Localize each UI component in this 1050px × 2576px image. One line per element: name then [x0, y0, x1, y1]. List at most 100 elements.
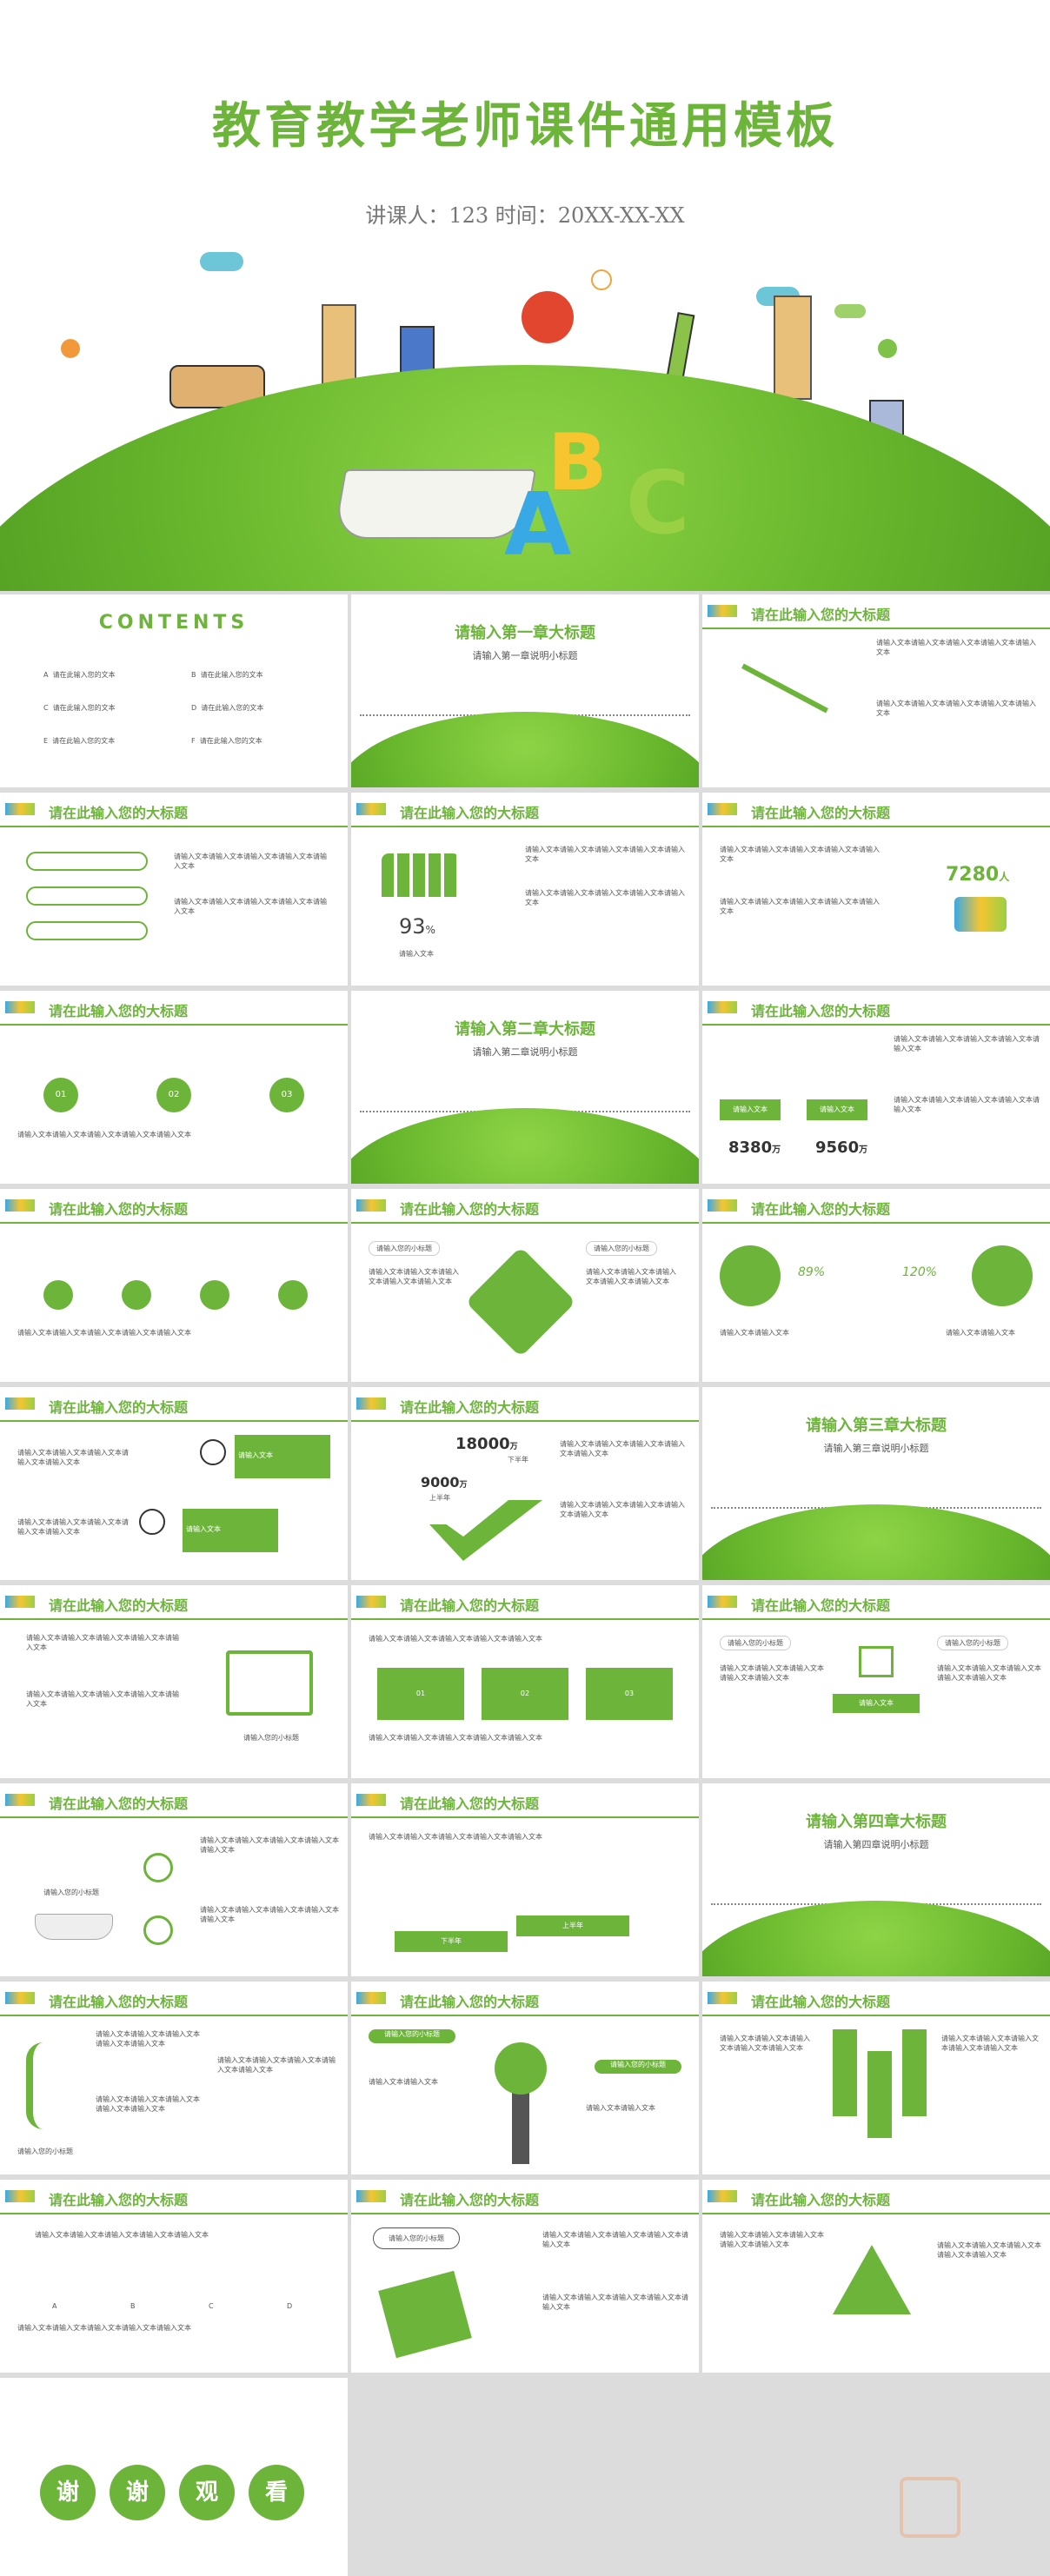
slide-6[interactable]: 请在此输入您的大标题 请输入文本请输入文本请输入文本请输入文本请输入文本 请输入… — [702, 793, 1050, 986]
abc-logo-icon — [5, 1001, 35, 1013]
text-block: 请输入文本请输入文本请输入文本请输入文本请输入文本 — [369, 1635, 542, 1643]
slide-header: 请在此输入您的大标题 — [351, 793, 699, 827]
stat-18000: 18000万 — [455, 1435, 518, 1453]
pill-box — [26, 921, 148, 940]
slide-25[interactable]: 请在此输入您的大标题 请输入文本请输入文本请输入文本请输入文本请输入文本 A B… — [0, 2180, 348, 2373]
text-block: 请输入文本请输入文本请输入文本请输入文本请输入文本 — [720, 898, 880, 915]
pill-box — [26, 852, 148, 871]
subtitle-pill: 请输入您的小标题 — [586, 1241, 657, 1256]
slide-chapter-1[interactable]: 请输入第一章大标题 请输入第一章说明小标题 — [351, 594, 699, 787]
abc-logo-icon — [708, 1596, 737, 1608]
tree-crown-icon — [495, 2042, 547, 2095]
hexagon-step: 01 — [377, 1668, 464, 1720]
sun-icon — [591, 269, 612, 290]
slide-header: 请在此输入您的大标题 — [351, 1189, 699, 1224]
abc-logo-icon — [5, 1992, 35, 2004]
slide-20[interactable]: 请在此输入您的大标题 请输入文本请输入文本请输入文本请输入文本请输入文本 下半年… — [351, 1783, 699, 1976]
grass-hill — [351, 712, 699, 787]
step-circle: 03 — [269, 1078, 304, 1112]
slide-7[interactable]: 请在此输入您的大标题 01 02 03 请输入文本请输入文本请输入文本请输入文本… — [0, 991, 348, 1184]
tag-box: 请输入文本 — [807, 1099, 867, 1120]
abc-logo-icon — [356, 1199, 386, 1212]
text-block: 请输入文本请输入文本请输入文本请输入文本请输入文本 — [894, 1096, 1040, 1113]
slide-header: 请在此输入您的大标题 — [0, 1982, 348, 2016]
slide-24[interactable]: 请在此输入您的大标题 请输入文本请输入文本请输入文本请输入文本请输入文本 请输入… — [702, 1982, 1050, 2174]
slide-chapter-4[interactable]: 请输入第四章大标题 请输入第四章说明小标题 — [702, 1783, 1050, 1976]
chapter-subtitle: 请输入第二章说明小标题 — [472, 1046, 578, 1058]
slide-header: 请在此输入您的大标题 — [702, 1189, 1050, 1224]
text-block: 请输入文本请输入文本请输入文本请输入文本请输入文本 — [720, 2231, 824, 2248]
group-icon — [720, 1245, 781, 1306]
triangle-icon — [833, 2245, 911, 2314]
letter-b-block: B — [548, 417, 608, 508]
slide-27[interactable]: 请在此输入您的大标题 请输入文本请输入文本请输入文本请输入文本请输入文本 请输入… — [702, 2180, 1050, 2373]
slide-18[interactable]: 请在此输入您的大标题 请输入您的小标题 请输入您的小标题 请输入文本 请输入文本… — [702, 1585, 1050, 1778]
slide-16[interactable]: 请在此输入您的大标题 请输入文本请输入文本请输入文本请输入文本请输入文本 请输入… — [0, 1585, 348, 1778]
slide-header: 请在此输入您的大标题 — [0, 1189, 348, 1224]
label-down: 下半年 — [508, 1456, 528, 1464]
grass-hill — [702, 1901, 1050, 1976]
slide-4[interactable]: 请在此输入您的大标题 请输入文本请输入文本请输入文本请输入文本请输入文本 请输入… — [0, 793, 348, 986]
check-chart — [429, 1500, 542, 1561]
watermark-logo — [900, 2477, 960, 2538]
slide-header: 请在此输入您的大标题 — [0, 1585, 348, 1620]
text-block: 请输入文本请输入文本请输入文本请输入文本请输入文本 — [937, 1664, 1041, 1682]
slide-3[interactable]: 请在此输入您的大标题 请输入文本请输入文本请输入文本请输入文本请输入文本 请输入… — [702, 594, 1050, 787]
slide-17[interactable]: 请在此输入您的大标题 请输入文本请输入文本请输入文本请输入文本请输入文本 01 … — [351, 1585, 699, 1778]
slide-thanks[interactable]: 谢 谢 观 看 — [0, 2378, 348, 2576]
speech-box: 请输入文本 — [235, 1435, 330, 1478]
slide-10[interactable]: 请在此输入您的大标题 请输入文本请输入文本请输入文本请输入文本请输入文本 — [0, 1189, 348, 1382]
branch-label: 请输入您的小标题 — [369, 2029, 455, 2043]
subtitle-pill: 请输入您的小标题 — [369, 1241, 440, 1256]
gauge-icon — [26, 2042, 61, 2129]
cover-slide[interactable]: 教育教学老师课件通用模板 讲课人：123 时间：20XX-XX-XX A B C — [0, 0, 1050, 591]
slide-13[interactable]: 请在此输入您的大标题 请输入文本请输入文本请输入文本请输入文本请输入文本 请输入… — [0, 1387, 348, 1580]
slide-26[interactable]: 请在此输入您的大标题 请输入您的小标题 请输入文本请输入文本请输入文本请输入文本… — [351, 2180, 699, 2373]
girl-icon — [139, 1509, 165, 1535]
tree-icon — [522, 291, 574, 343]
slide-22[interactable]: 请在此输入您的大标题 请输入您的小标题 请输入文本请输入文本请输入文本请输入文本… — [0, 1982, 348, 2174]
notebook-icon — [226, 1650, 313, 1716]
slide-11[interactable]: 请在此输入您的大标题 请输入您的小标题 请输入您的小标题 请输入文本请输入文本请… — [351, 1189, 699, 1382]
text-block: 请输入文本请输入文本请输入文本请输入文本请输入文本 — [17, 1449, 129, 1466]
abc-logo-icon — [356, 1596, 386, 1608]
slide-header: 请在此输入您的大标题 — [702, 1585, 1050, 1620]
text-block: 请输入文本请输入文本请输入文本请输入文本请输入文本 — [937, 2241, 1041, 2259]
thanks-char: 观 — [179, 2465, 235, 2520]
letter-a-block: A — [504, 474, 572, 575]
slide-19[interactable]: 请在此输入您的大标题 请输入您的小标题 请输入文本请输入文本请输入文本请输入文本… — [0, 1783, 348, 1976]
abc-logo-icon — [356, 803, 386, 815]
slide-header: 请在此输入您的大标题 — [702, 991, 1050, 1026]
slide-header: 请在此输入您的大标题 — [702, 594, 1050, 629]
text-block: 请输入文本请输入文本请输入文本请输入文本请输入文本 — [26, 1634, 179, 1651]
slide-header: 请在此输入您的大标题 — [351, 1387, 699, 1422]
text-block: 请输入文本请输入文本请输入文本请输入文本请输入文本 — [720, 2035, 810, 2052]
abc-logo-icon — [708, 605, 737, 617]
slide-contents[interactable]: CONTENTS A 请在此输入您的文本 C 请在此输入您的文本 E 请在此输入… — [0, 594, 348, 787]
text-block: 请输入文本请输入文本请输入文本请输入文本请输入文本 — [217, 2056, 336, 2074]
slide-14[interactable]: 请在此输入您的大标题 18000万 下半年 9000万 上半年 请输入文本请输入… — [351, 1387, 699, 1580]
slide-chapter-2[interactable]: 请输入第二章大标题 请输入第二章说明小标题 — [351, 991, 699, 1184]
hanger-letter: D — [287, 2302, 293, 2310]
slide-chapter-3[interactable]: 请输入第三章大标题 请输入第三章说明小标题 — [702, 1387, 1050, 1580]
slide-23[interactable]: 请在此输入您的大标题 请输入您的小标题 请输入您的小标题 请输入文本请输入文本 … — [351, 1982, 699, 2174]
user-icon — [972, 1245, 1033, 1306]
text-block: 请输入文本请输入文本请输入文本请输入文本请输入文本 — [542, 2231, 688, 2248]
city-doodle — [711, 1870, 1041, 1905]
slide-12[interactable]: 请在此输入您的大标题 89% 120% 请输入文本请输入文本 请输入文本请输入文… — [702, 1189, 1050, 1382]
abc-logo-icon — [5, 803, 35, 815]
pin-icon — [200, 1280, 229, 1310]
speech-box: 请输入文本 — [183, 1509, 278, 1552]
slide-header: 请在此输入您的大标题 — [0, 793, 348, 827]
slide-header: 请在此输入您的大标题 — [0, 2180, 348, 2214]
slide-9[interactable]: 请在此输入您的大标题 请输入文本 请输入文本 8380万 9560万 请输入文本… — [702, 991, 1050, 1184]
text-block: 请输入文本请输入文本请输入文本请输入文本请输入文本 — [174, 898, 327, 915]
stat-value: 8380万 — [728, 1139, 781, 1157]
text-block: 请输入文本请输入文本请输入文本请输入文本请输入文本 — [720, 1664, 824, 1682]
chapter-subtitle: 请输入第四章说明小标题 — [823, 1839, 929, 1850]
hanger-letter: A — [52, 2302, 57, 2310]
percent-value: 93% — [399, 914, 435, 939]
contents-item: F 请在此输入您的文本 — [191, 737, 262, 745]
contents-title: CONTENTS — [98, 612, 249, 634]
slide-5[interactable]: 请在此输入您的大标题 93% 请输入文本 请输入文本请输入文本请输入文本请输入文… — [351, 793, 699, 986]
